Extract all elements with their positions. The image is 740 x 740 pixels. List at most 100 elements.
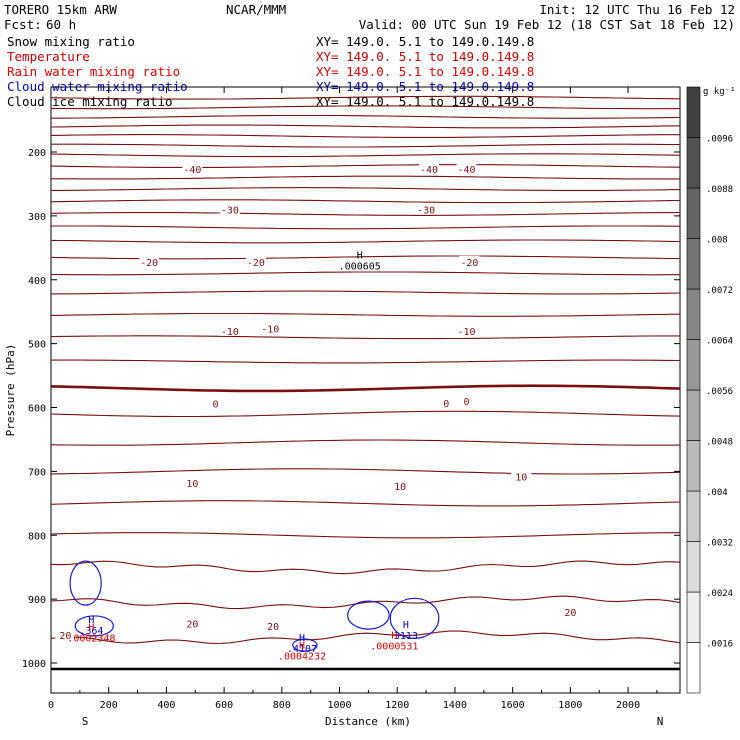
isotherm-line xyxy=(50,271,680,276)
colorbar-segment xyxy=(686,440,701,492)
isotherm-label: 20 xyxy=(59,631,71,642)
isotherm-label: -20 xyxy=(460,258,478,269)
isotherm-line xyxy=(50,335,680,340)
isotherm-line xyxy=(50,105,681,110)
isotherm-line xyxy=(50,134,680,138)
isotherm-label: -30 xyxy=(417,205,435,216)
legend-rain-xy: XY= 149.0. 5.1 to 149.0.149.8 xyxy=(316,64,534,79)
colorbar: g kg⁻¹ .0016 .0024 .0032 .004 .0048 .0056 .006… xyxy=(686,86,736,694)
isotherm-label-bg xyxy=(436,397,457,409)
x-tick-label: 1000 xyxy=(327,700,351,711)
x-tick-label: 400 xyxy=(157,700,175,711)
isotherm-line xyxy=(50,595,681,610)
isotherm-label: -40 xyxy=(457,165,475,176)
x-tick-label: 1600 xyxy=(501,700,525,711)
extremum-value: .364 xyxy=(79,626,103,637)
extremum-mark: H xyxy=(391,630,397,641)
extremum-value: 3113 xyxy=(394,631,418,642)
colorbar-label: .0048 xyxy=(706,438,733,448)
isotherm-label-bg xyxy=(219,324,240,336)
isotherm-line xyxy=(51,187,681,191)
isotherm-line xyxy=(50,199,681,204)
legend-cloud-ice-xy: XY= 149.0. 5.1 to 149.0.149.8 xyxy=(316,94,534,109)
isotherm-line xyxy=(50,212,680,216)
isotherm-label: -10 xyxy=(457,327,475,338)
colorbar-label: .004 xyxy=(706,488,728,498)
y-tick-label: 600 xyxy=(28,404,46,415)
legend-snow-label: Snow mixing ratio xyxy=(7,34,135,49)
isotherm-label: -20 xyxy=(140,258,158,269)
isotherm-line xyxy=(50,410,681,418)
colorbar-segment xyxy=(686,288,701,340)
extremum-mark: H xyxy=(88,615,94,626)
isotherm-label-bg xyxy=(260,322,281,334)
isotherm-label-bg xyxy=(182,617,203,629)
colorbar-segment xyxy=(686,541,701,593)
isotherm-label: 10 xyxy=(186,479,198,490)
isotherm-line xyxy=(50,468,681,475)
isotherm-label: -30 xyxy=(221,205,239,216)
y-tick-label: 700 xyxy=(28,467,46,478)
extremum-value: .0004232 xyxy=(278,652,326,663)
cloud-water-contour xyxy=(389,597,440,639)
isotherm-label-bg xyxy=(418,163,439,175)
x-tick-label: 1400 xyxy=(443,700,467,711)
axes: 0 200 400 600 800 1000 1200 1400 1600 1800 2000200… xyxy=(22,87,680,711)
extremum-mark: H xyxy=(357,250,363,261)
isotherm-label-bg xyxy=(263,619,284,631)
colorbar-label: .0064 xyxy=(706,337,733,347)
isotherm-label: -10 xyxy=(261,324,279,335)
extremum-mark: H xyxy=(403,620,409,631)
colorbar-label: .0016 xyxy=(706,640,733,650)
isotherm-line xyxy=(51,114,681,119)
isotherm-label-bg xyxy=(456,395,477,407)
extremum-mark: H xyxy=(88,623,94,634)
cloud-water-contour xyxy=(74,615,114,637)
valid-time: Valid: 00 UTC Sun 19 Feb 12 (18 CST Sat … xyxy=(359,17,735,32)
isotherm-line xyxy=(50,630,681,645)
isotherm-label-bg xyxy=(182,476,203,488)
colorbar-label: .0032 xyxy=(706,539,733,549)
y-tick-label: 300 xyxy=(28,212,46,223)
colorbar-segment xyxy=(686,86,701,138)
isotherm-line xyxy=(50,439,681,446)
isotherm-label-bg xyxy=(456,163,477,175)
isotherm-line xyxy=(50,500,681,507)
init-time: Init: 12 UTC Thu 16 Feb 12 xyxy=(539,2,735,17)
isotherm-label-bg xyxy=(245,255,266,267)
x-tick-label: 600 xyxy=(215,700,233,711)
cloud-water-contours xyxy=(69,560,440,652)
legend-cloud-ice-label: Cloud ice mixing ratio xyxy=(7,94,173,109)
y-tick-label: 1000 xyxy=(22,659,46,670)
isotherm-label-bg xyxy=(139,255,160,267)
x-tick-label: 800 xyxy=(273,700,291,711)
y-tick-label: 500 xyxy=(28,340,46,351)
extremum-mark: H xyxy=(299,633,305,644)
y-tick-label: 200 xyxy=(28,148,46,159)
colorbar-label: .0096 xyxy=(706,135,733,145)
isotherm-lines xyxy=(50,95,681,645)
zero-isotherm-line xyxy=(50,384,681,393)
extremum-value: .000605 xyxy=(339,261,381,272)
isotherm-line xyxy=(51,143,681,148)
isotherm-label-bg xyxy=(456,324,477,336)
plot-frame xyxy=(50,86,681,694)
y-tick-label: 800 xyxy=(28,531,46,542)
isotherm-line xyxy=(51,359,681,364)
y-axis-title: Pressure (hPa) xyxy=(4,344,17,437)
colorbar-segment xyxy=(686,238,701,290)
isotherm-label: 0 xyxy=(463,397,469,408)
isotherm-line xyxy=(50,175,680,180)
extremum-value: .0002348 xyxy=(67,634,115,645)
colorbar-segment xyxy=(686,339,701,391)
isotherm-label-bg xyxy=(219,203,240,215)
colorbar-label: .0024 xyxy=(706,589,733,599)
x-tick-label: 200 xyxy=(100,700,118,711)
isotherm-label-bg xyxy=(182,163,203,175)
y-tick-label: 400 xyxy=(28,276,46,287)
x-axis-north-label: N xyxy=(657,715,664,728)
colorbar-segment xyxy=(686,490,701,542)
isotherm-label: 20 xyxy=(186,619,198,630)
legend-snow-xy: XY= 149.0. 5.1 to 149.0.149.8 xyxy=(316,34,534,49)
isotherm-line xyxy=(51,225,681,230)
